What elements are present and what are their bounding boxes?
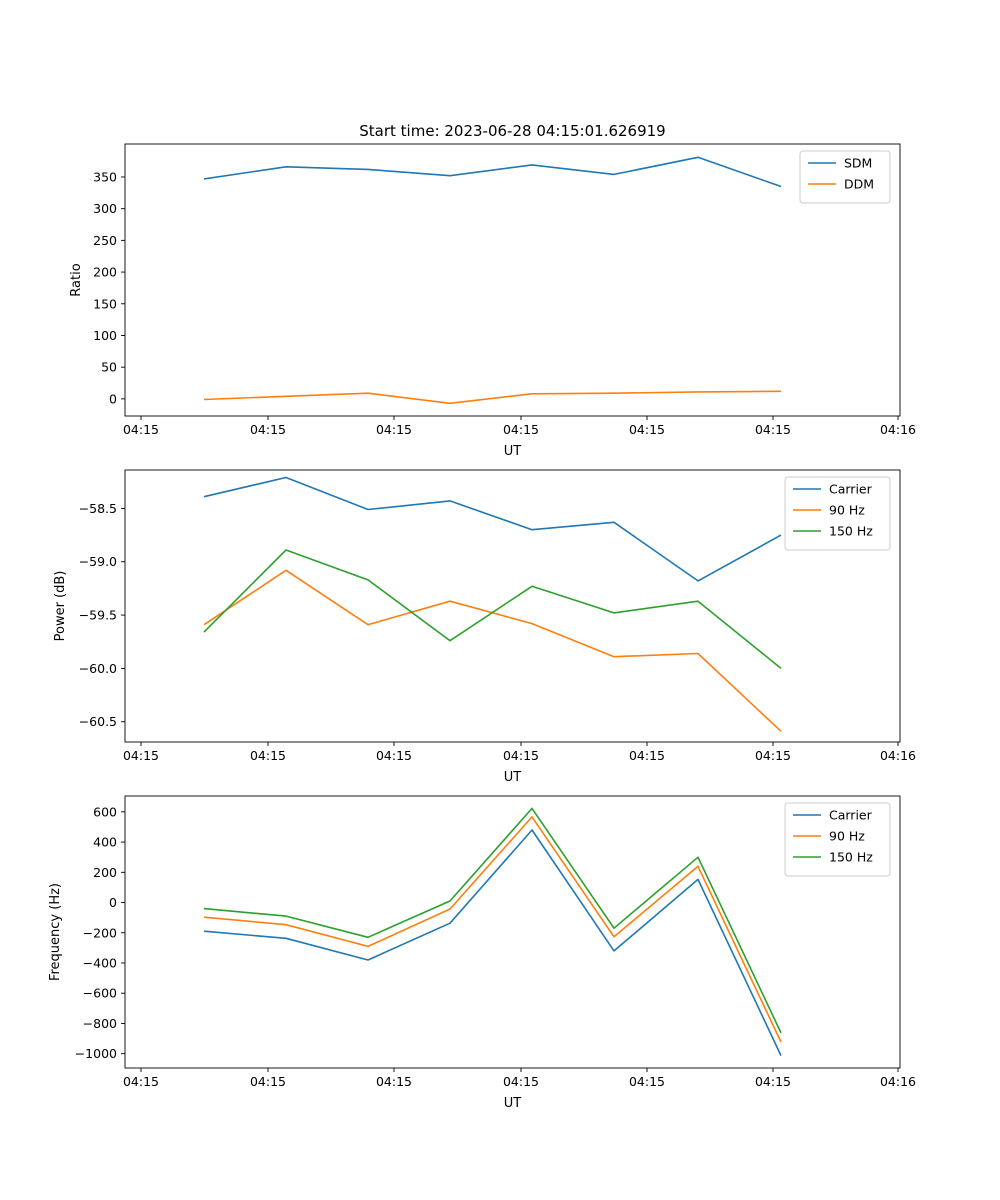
y-tick-label: 200: [93, 265, 117, 280]
panel-1: 04:15 04:15 04:15 04:15 04:15 04:15 04:16 0 50 10…: [69, 143, 916, 459]
x-tick-label: 04:15: [503, 1074, 539, 1089]
legend-box: [799, 150, 891, 204]
x-tick-label: 04:16: [880, 422, 916, 437]
series-line-sdm: [203, 156, 782, 188]
y-tick-label: 350: [93, 169, 117, 184]
legend-label: 150 Hz: [829, 524, 873, 539]
y-tick-label: 600: [93, 804, 117, 819]
x-tick-label: 04:15: [629, 422, 665, 437]
figure-title: Start time: 2023-06-28 04:15:01.626919: [359, 122, 665, 140]
y-tick-label: −1000: [75, 1046, 117, 1061]
series-line-90-hz: [203, 569, 782, 732]
panels: 04:15 04:15 04:15 04:15 04:15 04:15 04:16 0 50 10…: [48, 143, 916, 1111]
legend-label: 90 Hz: [829, 829, 865, 844]
series-line-90-hz: [203, 816, 782, 1043]
y-tick-label: 400: [93, 835, 117, 850]
y-tick-label: 150: [93, 296, 117, 311]
y-tick-label: 0: [109, 895, 117, 910]
x-tick-label: 04:15: [755, 748, 791, 763]
y-tick-label: 250: [93, 233, 117, 248]
x-tick-label: 04:16: [880, 748, 916, 763]
x-tick-label: 04:15: [250, 748, 286, 763]
y-tick-label: −400: [83, 955, 117, 970]
x-tick-label: 04:15: [123, 1074, 159, 1089]
y-tick-label: −200: [83, 925, 117, 940]
x-axis-label: UT: [504, 770, 522, 785]
series-line-carrier: [203, 476, 782, 582]
x-tick-label: 04:15: [755, 422, 791, 437]
y-axis-label: Power (dB): [53, 571, 68, 642]
panel-2: 04:15 04:15 04:15 04:15 04:15 04:15 04:16 −60.5…: [53, 469, 916, 785]
x-tick-label: 04:15: [123, 748, 159, 763]
x-tick-label: 04:15: [503, 748, 539, 763]
y-tick-label: 50: [101, 360, 117, 375]
x-tick-label: 04:15: [250, 1074, 286, 1089]
x-tick-label: 04:15: [503, 422, 539, 437]
legend-label: Carrier: [829, 482, 873, 497]
x-tick-label: 04:15: [123, 422, 159, 437]
x-tick-label: 04:15: [250, 422, 286, 437]
y-tick-label: −59.0: [79, 554, 117, 569]
x-axis-label: UT: [504, 1096, 522, 1111]
series-line-ddm: [203, 390, 782, 405]
y-tick-label: 200: [93, 865, 117, 880]
y-tick-label: −60.0: [79, 661, 117, 676]
x-tick-label: 04:15: [629, 748, 665, 763]
x-tick-label: 04:15: [376, 422, 412, 437]
x-tick-label: 04:15: [755, 1074, 791, 1089]
y-tick-label: −59.5: [79, 608, 117, 623]
y-axis-label: Frequency (Hz): [48, 883, 63, 981]
y-tick-label: −60.5: [79, 714, 117, 729]
x-tick-label: 04:15: [629, 1074, 665, 1089]
y-tick-label: −58.5: [79, 501, 117, 516]
legend-label: 150 Hz: [829, 850, 873, 865]
series-line-carrier: [203, 829, 782, 1056]
y-tick-label: 100: [93, 328, 117, 343]
y-tick-label: 0: [109, 391, 117, 406]
y-tick-label: −800: [83, 1016, 117, 1031]
axes-frame: [124, 469, 901, 743]
x-axis-label: UT: [504, 444, 522, 459]
legend-label: DDM: [844, 177, 874, 192]
legend-label: SDM: [844, 156, 872, 171]
panel-3: 04:15 04:15 04:15 04:15 04:15 04:15 04:16 −1000…: [48, 795, 916, 1111]
y-tick-label: −600: [83, 986, 117, 1001]
legend-label: 90 Hz: [829, 503, 865, 518]
y-tick-label: 300: [93, 201, 117, 216]
y-axis-label: Ratio: [69, 263, 84, 296]
legend: SDM DDM: [799, 150, 891, 204]
legend: Carrier 90 Hz 150 Hz: [784, 476, 891, 551]
x-tick-label: 04:15: [376, 1074, 412, 1089]
x-tick-label: 04:15: [376, 748, 412, 763]
series-line-150-hz: [203, 807, 782, 1034]
x-tick-label: 04:16: [880, 1074, 916, 1089]
series-line-150-hz: [203, 549, 782, 670]
axes-frame: [124, 143, 901, 417]
axes-frame: [124, 795, 901, 1069]
legend-label: Carrier: [829, 808, 873, 823]
legend: Carrier 90 Hz 150 Hz: [784, 802, 891, 877]
